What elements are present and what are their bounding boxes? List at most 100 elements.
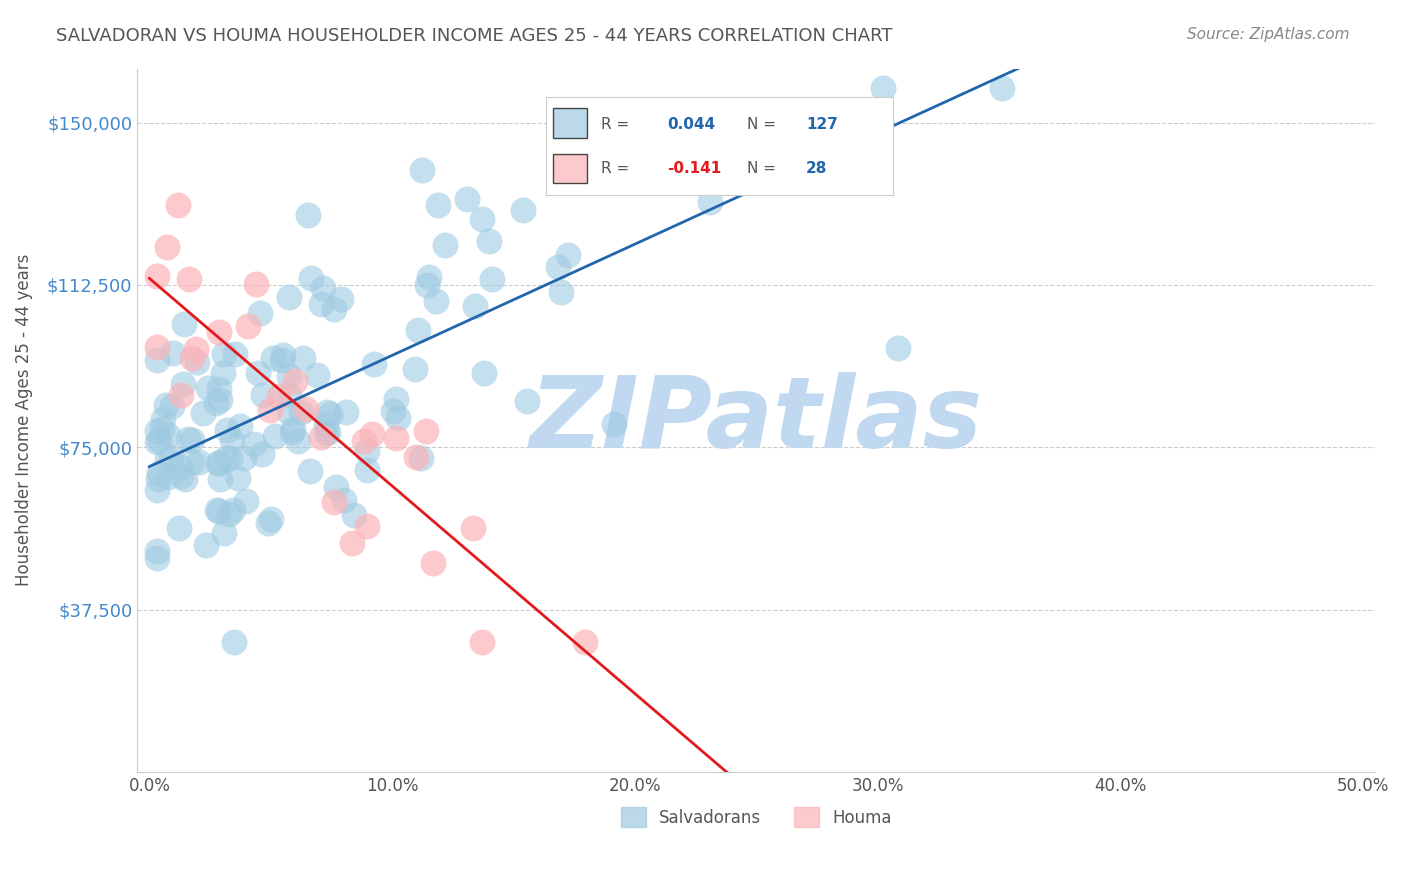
Point [405,450,427,465]
Point [263,429,285,443]
Point [290,405,312,419]
Point [299,464,322,478]
Point [547,260,569,274]
Point [208,325,231,339]
Point [145,353,167,368]
Point [160,399,183,413]
Legend: Salvadorans, Houma: Salvadorans, Houma [614,800,898,834]
Point [461,521,484,535]
Point [179,272,201,286]
Point [603,417,626,431]
Point [156,427,179,442]
Point [259,402,281,417]
Point [557,248,579,262]
Point [311,281,333,295]
Point [309,297,332,311]
Point [252,388,274,402]
Point [181,434,204,448]
Point [319,408,342,422]
Point [560,171,582,186]
Point [170,468,193,483]
Point [184,342,207,356]
Point [356,463,378,477]
Point [167,521,190,535]
Point [170,388,193,402]
Point [197,381,219,395]
Point [219,451,242,466]
Point [222,635,245,649]
Point [287,434,309,448]
Point [478,234,501,248]
Point [209,471,232,485]
Point [205,396,228,410]
Point [222,503,245,517]
Point [623,107,645,121]
Point [294,401,316,416]
Point [418,270,440,285]
Point [205,503,228,517]
Point [404,362,426,376]
Point [208,503,231,517]
Point [217,423,239,437]
Point [361,427,384,442]
Point [409,450,432,465]
Point [353,434,375,448]
Point [167,198,190,212]
Point [284,374,307,388]
Point [273,347,295,361]
Point [218,507,240,521]
Point [385,431,408,445]
Point [574,635,596,649]
Point [340,536,363,550]
Point [212,367,235,381]
Point [256,516,278,530]
Point [516,393,538,408]
Point [325,480,347,494]
Point [387,410,409,425]
Point [356,444,378,458]
Text: ZIPatlas: ZIPatlas [530,372,983,469]
Point [212,526,235,541]
Point [238,318,260,333]
Point [991,81,1014,95]
Point [315,425,337,440]
Point [245,277,267,291]
Point [174,472,197,486]
Point [281,422,304,436]
Point [229,419,252,434]
Point [260,512,283,526]
Point [363,357,385,371]
Point [315,405,337,419]
Point [221,433,243,447]
Point [335,405,357,419]
Point [309,430,332,444]
Point [427,198,450,212]
Point [267,389,290,403]
Point [299,271,322,285]
Point [305,368,328,382]
Point [146,472,169,486]
Point [224,346,246,360]
Point [208,456,231,470]
Point [415,424,437,438]
Point [416,278,439,293]
Point [181,455,204,469]
Point [887,342,910,356]
Point [422,556,444,570]
Point [150,422,173,436]
Point [734,167,756,181]
Point [157,469,180,483]
Point [181,351,204,366]
Point [186,355,208,369]
Y-axis label: Householder Income Ages 25 - 44 years: Householder Income Ages 25 - 44 years [15,254,32,586]
Point [591,171,613,186]
Text: SALVADORAN VS HOUMA HOUSEHOLDER INCOME AGES 25 - 44 YEARS CORRELATION CHART: SALVADORAN VS HOUMA HOUSEHOLDER INCOME A… [56,27,893,45]
Point [329,292,352,306]
Point [323,494,346,508]
Point [406,323,429,337]
Point [146,550,169,565]
Point [277,290,299,304]
Point [145,544,167,558]
Point [356,519,378,533]
Point [342,508,364,522]
